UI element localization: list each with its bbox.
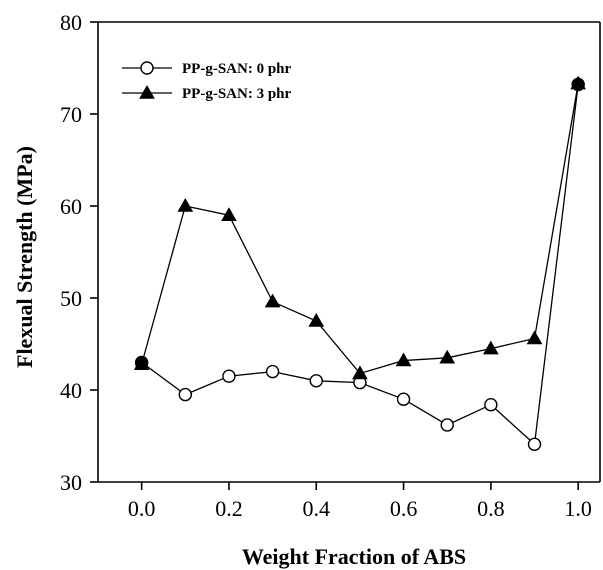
axes: 0.0 0.2 0.4 0.6 0.8 1.0 30 40 50 60 70 80 (60, 10, 601, 521)
legend-item: PP-g-SAN: 3 phr (122, 84, 292, 102)
x-tick-label: 1.0 (564, 496, 592, 521)
legend-label: PP-g-SAN: 0 phr (182, 61, 292, 77)
data-point (177, 197, 194, 212)
series-pp-g-san-0-phr (134, 77, 585, 451)
x-tick-label: 0.2 (215, 496, 243, 521)
x-tick-label: 0.8 (477, 496, 505, 521)
legend-label: PP-g-SAN: 3 phr (182, 86, 292, 102)
x-axis-title: Weight Fraction of ABS (242, 544, 466, 569)
overlap-point (571, 77, 585, 91)
x-tick-label: 0.6 (390, 496, 418, 521)
data-point (178, 387, 193, 402)
y-tick-label: 40 (60, 378, 82, 403)
data-point (483, 340, 499, 355)
legend-item: PP-g-SAN: 0 phr (122, 61, 292, 77)
data-point (396, 392, 411, 406)
y-axis-title: Flexual Strength (MPa) (12, 146, 37, 368)
data-point (440, 418, 454, 432)
data-point (526, 330, 543, 345)
data-point (395, 352, 412, 367)
y-tick-label: 80 (60, 10, 82, 35)
data-point (265, 364, 280, 379)
series-line (141, 84, 579, 446)
plot-area (133, 75, 587, 451)
x-tick-label: 0.4 (303, 496, 331, 521)
legend-filled-triangle-icon (139, 84, 155, 99)
series-line (141, 83, 579, 375)
y-tick-label: 50 (60, 286, 82, 311)
data-point (309, 374, 323, 388)
data-point (439, 349, 456, 364)
data-point (308, 312, 325, 327)
overlap-points (135, 77, 585, 370)
data-point (222, 369, 236, 383)
y-tick-label: 30 (60, 470, 82, 495)
y-tick-label: 60 (60, 194, 82, 219)
data-point (264, 293, 281, 308)
data-point (352, 365, 368, 380)
legend: PP-g-SAN: 0 phr PP-g-SAN: 3 phr (122, 61, 292, 102)
legend-open-circle-icon (140, 61, 154, 75)
x-tick-label: 0.0 (128, 496, 156, 521)
data-point (484, 398, 498, 412)
overlap-point (135, 356, 149, 370)
series-pp-g-san-3-phr (133, 75, 587, 380)
data-point (221, 207, 237, 221)
data-point (527, 437, 542, 451)
y-tick-label: 70 (60, 102, 82, 127)
